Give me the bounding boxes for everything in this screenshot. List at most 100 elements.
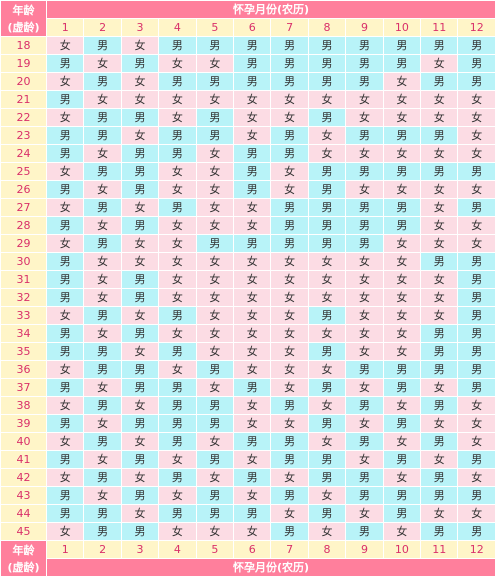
age-cell: 24	[0, 144, 47, 163]
gender-cell: 女	[83, 216, 122, 235]
gender-cell: 男	[270, 234, 309, 253]
footer-month-2: 2	[83, 540, 122, 559]
gender-cell: 女	[270, 378, 309, 397]
gender-cell: 男	[83, 360, 122, 379]
age-cell: 37	[0, 378, 47, 397]
table-row: 26 男女男女女男女男女女女女	[0, 180, 496, 199]
gender-cell: 男	[345, 198, 384, 217]
gender-cell: 男	[307, 504, 347, 523]
table-row: 34 男女男女女女女女女女男男	[0, 324, 496, 343]
gender-cell: 女	[457, 234, 496, 253]
gender-cell: 男	[120, 108, 160, 127]
gender-cell: 男	[45, 270, 85, 289]
gender-cell: 女	[420, 288, 459, 307]
gender-cell: 男	[457, 450, 496, 469]
gender-cell: 男	[345, 54, 384, 73]
gender-cell: 女	[420, 306, 459, 325]
gender-cell: 女	[307, 252, 347, 271]
gender-cell: 男	[382, 360, 422, 379]
gender-cell: 男	[195, 486, 235, 505]
gender-cell: 女	[158, 108, 197, 127]
gender-cell: 女	[120, 432, 160, 451]
table-row: 22 女男男女男女女男女女女女	[0, 108, 496, 127]
gender-cell: 男	[45, 378, 85, 397]
header-month-3: 3	[120, 18, 160, 37]
gender-cell: 女	[457, 180, 496, 199]
gender-cell: 男	[120, 486, 160, 505]
gender-cell: 男	[270, 54, 309, 73]
gender-cell: 女	[345, 180, 384, 199]
age-cell: 33	[0, 306, 47, 325]
age-cell: 43	[0, 486, 47, 505]
gender-cell: 女	[382, 288, 422, 307]
gender-cell: 男	[233, 504, 272, 523]
gender-cell: 男	[120, 360, 160, 379]
gender-cell: 女	[158, 180, 197, 199]
gender-cell: 男	[83, 522, 122, 541]
gender-cell: 男	[420, 72, 459, 91]
table-row: 18 女男女男男男男男男男男男	[0, 36, 496, 55]
gender-cell: 男	[45, 126, 85, 145]
gender-cell: 男	[270, 36, 309, 55]
gender-cell: 女	[233, 450, 272, 469]
gender-cell: 男	[83, 198, 122, 217]
gender-cell: 女	[158, 522, 197, 541]
table-row: 45 女男男女女女男女男女男男	[0, 522, 496, 541]
gender-cell: 女	[345, 270, 384, 289]
gender-cell: 男	[270, 198, 309, 217]
header-month-8: 8	[307, 18, 347, 37]
gender-cell: 男	[420, 36, 459, 55]
gender-cell: 女	[420, 450, 459, 469]
gender-cell: 女	[307, 522, 347, 541]
header-month-2: 2	[83, 18, 122, 37]
gender-cell: 男	[382, 216, 422, 235]
gender-cell: 男	[45, 450, 85, 469]
gender-cell: 女	[120, 252, 160, 271]
footer-row-months: 年龄 (虚龄) 1 2 3 4 5 6 7 8 9 10 11 12	[0, 540, 496, 577]
gender-cell: 女	[457, 108, 496, 127]
header-month-1: 1	[45, 18, 85, 37]
gender-cell: 女	[420, 414, 459, 433]
gender-cell: 男	[195, 36, 235, 55]
gender-cell: 男	[45, 342, 85, 361]
gender-cell: 女	[420, 54, 459, 73]
gender-cell: 男	[382, 504, 422, 523]
gender-cell: 男	[307, 378, 347, 397]
footer-month-12: 12	[457, 540, 496, 559]
gender-cell: 女	[195, 324, 235, 343]
gender-cell: 女	[120, 72, 160, 91]
gender-cell: 女	[307, 270, 347, 289]
gender-cell: 男	[382, 36, 422, 55]
gender-cell: 女	[307, 144, 347, 163]
gender-cell: 男	[195, 450, 235, 469]
table-row: 32 男女男女女女女女女女女男	[0, 288, 496, 307]
gender-cell: 女	[195, 378, 235, 397]
gender-cell: 女	[233, 414, 272, 433]
gender-cell: 女	[83, 450, 122, 469]
gender-cell: 女	[420, 108, 459, 127]
gender-cell: 女	[307, 486, 347, 505]
gender-cell: 女	[382, 72, 422, 91]
gender-cell: 男	[345, 432, 384, 451]
gender-cell: 男	[457, 342, 496, 361]
gender-cell: 女	[270, 504, 309, 523]
gender-cell: 男	[345, 396, 384, 415]
gender-cell: 女	[83, 144, 122, 163]
footer-month-8: 8	[307, 540, 347, 559]
gender-cell: 男	[345, 486, 384, 505]
gender-cell: 女	[307, 360, 347, 379]
gender-cell: 女	[270, 342, 309, 361]
gender-cell: 男	[120, 54, 160, 73]
gender-cell: 男	[307, 180, 347, 199]
gender-cell: 男	[120, 288, 160, 307]
age-cell: 34	[0, 324, 47, 343]
gender-cell: 女	[270, 324, 309, 343]
gender-cell: 女	[307, 90, 347, 109]
gender-cell: 女	[345, 324, 384, 343]
gender-cell: 女	[233, 252, 272, 271]
gender-cell: 女	[382, 252, 422, 271]
age-cell: 29	[0, 234, 47, 253]
footer-month-4: 4	[158, 540, 197, 559]
gender-cell: 女	[270, 360, 309, 379]
